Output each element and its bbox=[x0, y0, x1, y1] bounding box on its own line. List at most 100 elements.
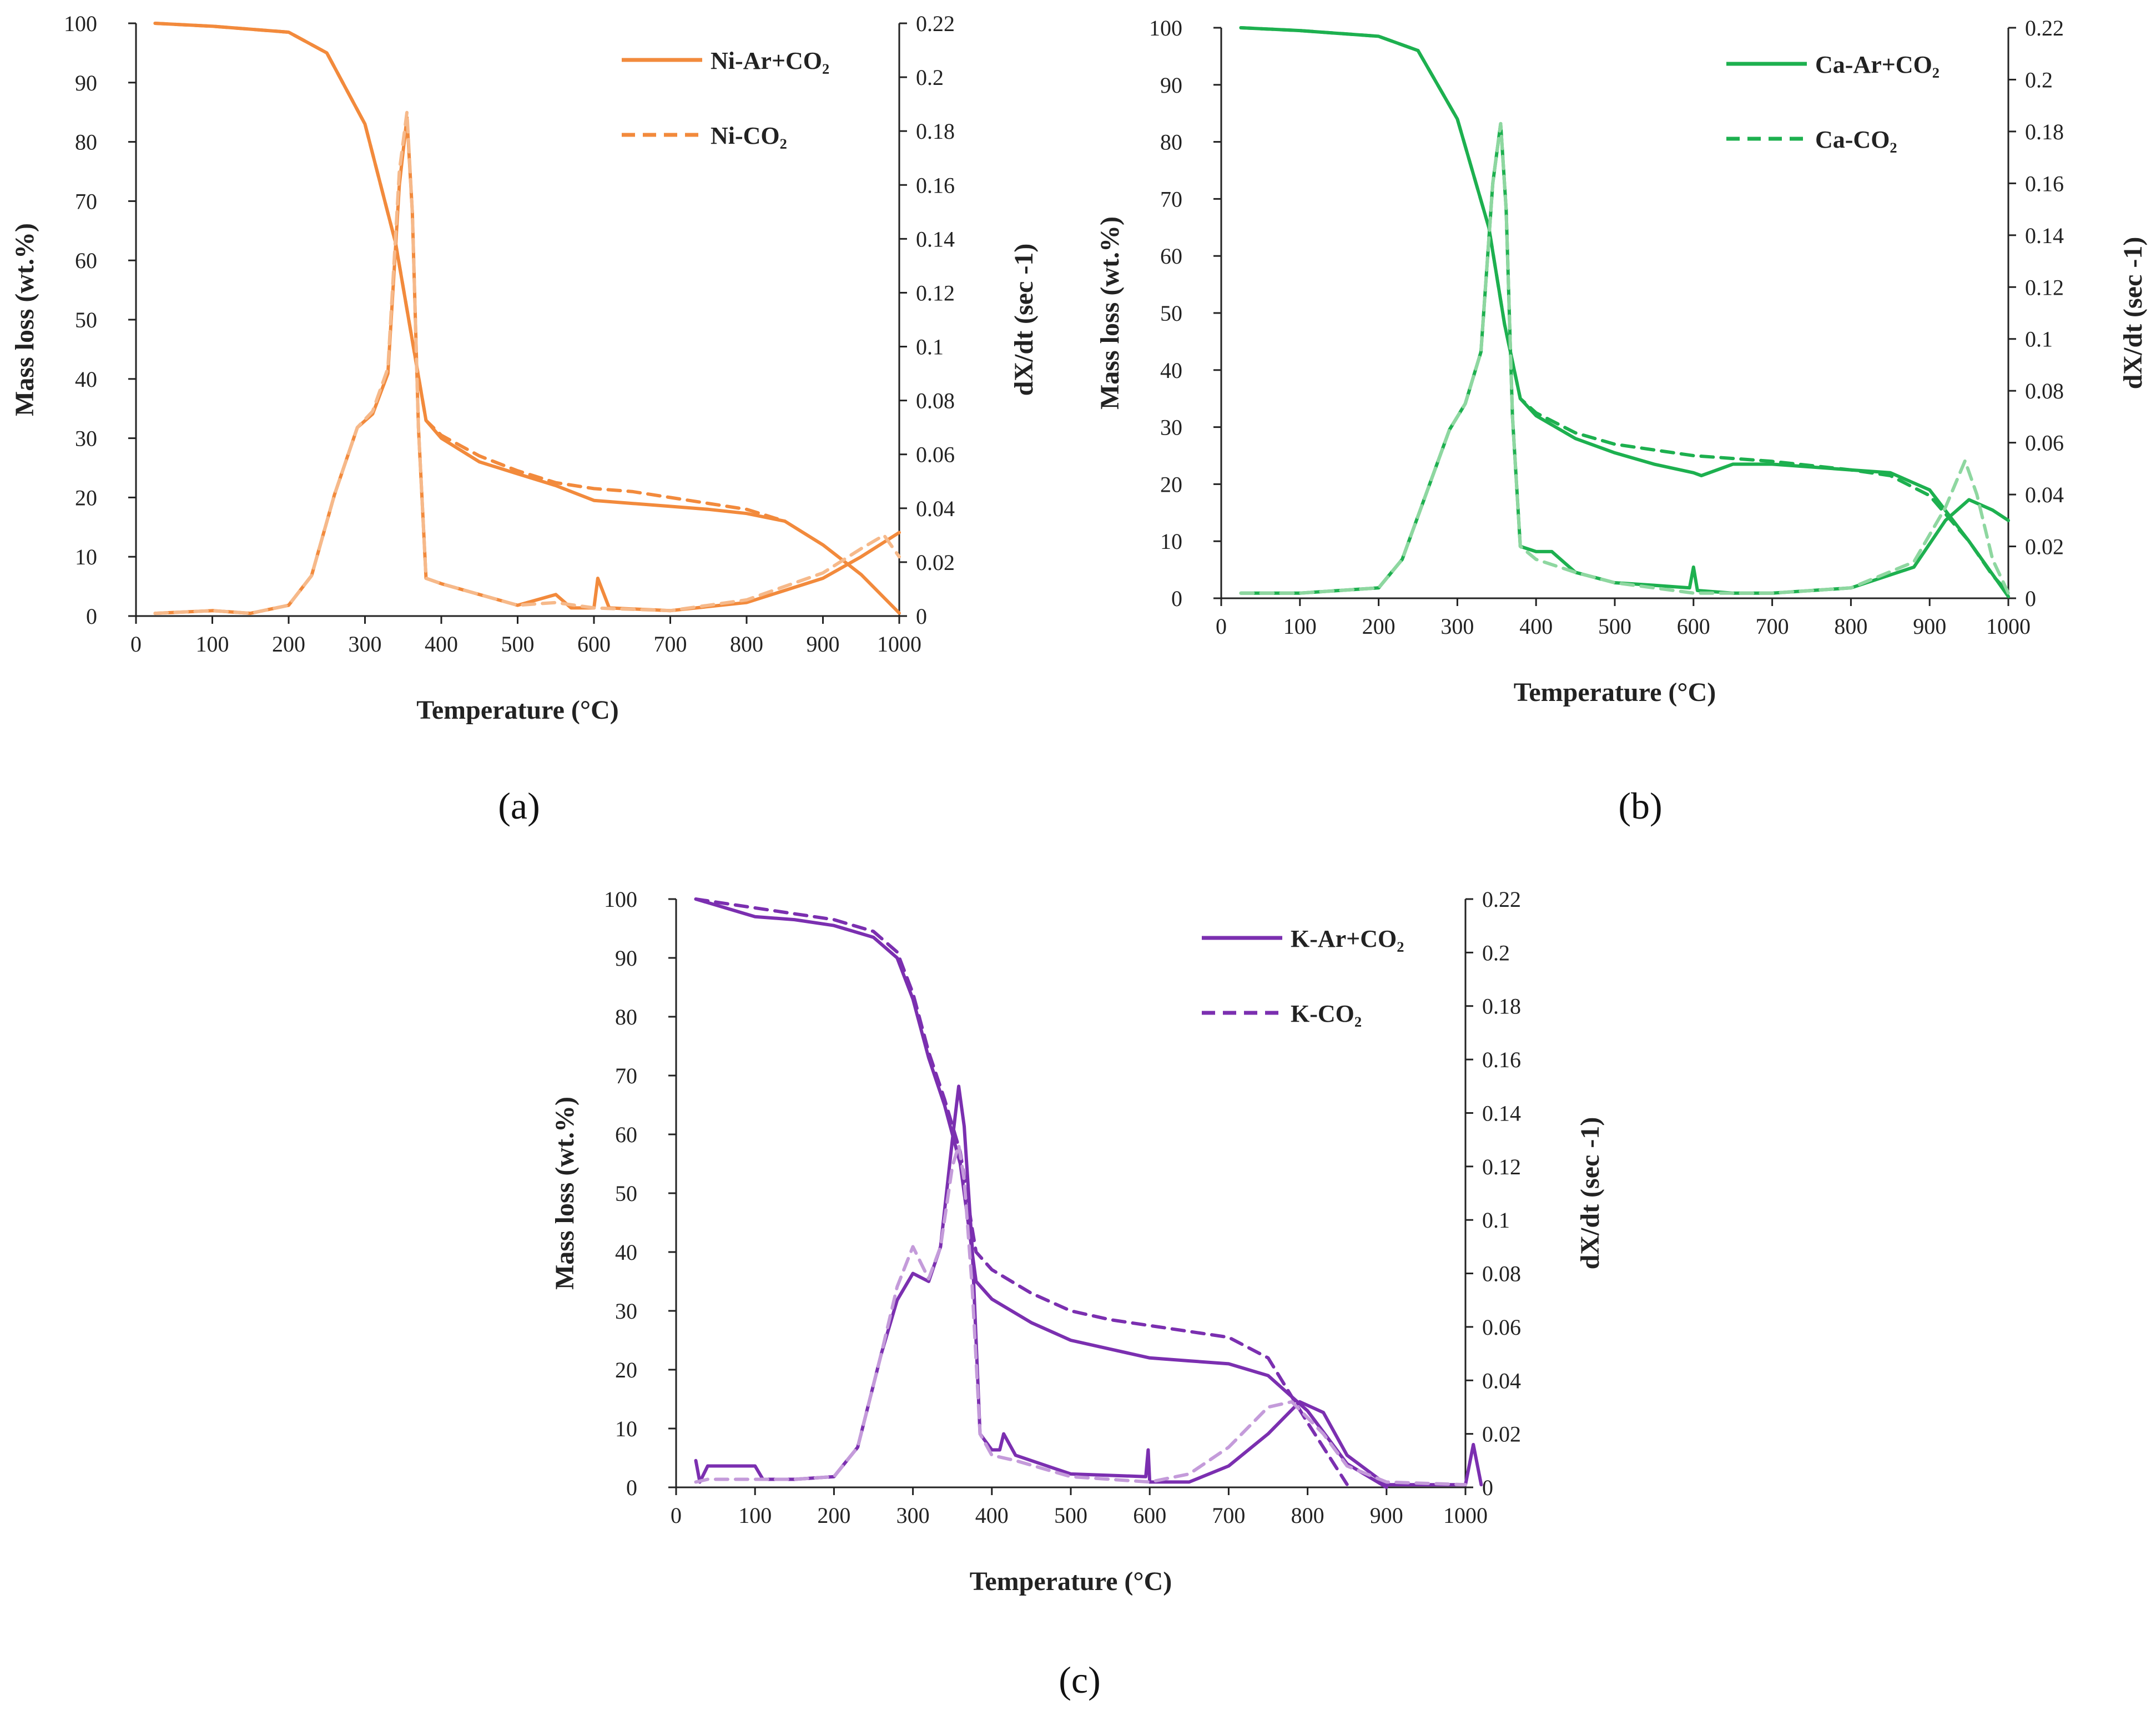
y2-tick-label: 0.08 bbox=[1482, 1261, 1521, 1286]
series-line-b-3 bbox=[1239, 122, 2010, 595]
x-tick-label: 0 bbox=[671, 1503, 682, 1528]
y2-tick-label: 0.08 bbox=[2025, 378, 2064, 403]
y2-tick-label: 0.12 bbox=[2025, 275, 2064, 300]
y2-tick-label: 0.22 bbox=[1482, 887, 1521, 912]
series-line-c-0 bbox=[694, 897, 1388, 1489]
y-tick-label: 60 bbox=[1160, 244, 1182, 269]
y-tick-label: 10 bbox=[615, 1416, 637, 1441]
y-axis-title: Mass loss (wt.%) bbox=[550, 1097, 580, 1290]
legend-label: Ni-Ar+CO₂ bbox=[711, 47, 829, 74]
y-tick-label: 40 bbox=[615, 1240, 637, 1265]
y2-tick-label: 0 bbox=[916, 604, 927, 629]
y2-tick-label: 0.16 bbox=[916, 173, 955, 198]
y-tick-label: 100 bbox=[64, 11, 97, 36]
x-tick-label: 1000 bbox=[1986, 614, 2031, 639]
y2-tick-label: 0.06 bbox=[2025, 431, 2064, 456]
x-tick-label: 800 bbox=[1834, 614, 1867, 639]
y-tick-label: 100 bbox=[1149, 16, 1182, 41]
y2-tick-label: 0.04 bbox=[1482, 1368, 1521, 1393]
y2-tick-label: 0.2 bbox=[916, 65, 944, 90]
y-tick-label: 50 bbox=[1160, 301, 1182, 326]
x-axis-title: Temperature (°C) bbox=[970, 1567, 1172, 1596]
y-tick-label: 60 bbox=[615, 1122, 637, 1147]
y2-tick-label: 0.18 bbox=[2025, 119, 2064, 144]
y-tick-label: 40 bbox=[75, 367, 97, 392]
y-tick-label: 70 bbox=[1160, 186, 1182, 211]
y-tick-label: 0 bbox=[626, 1475, 637, 1500]
chart-panel-b: 0 100 200 300 400 500 600 700 800 900 100001020304… bbox=[1095, 16, 2148, 827]
x-tick-label: 500 bbox=[1054, 1503, 1087, 1528]
x-tick-label: 600 bbox=[1677, 614, 1710, 639]
panel-label: (a) bbox=[498, 785, 540, 827]
series-line-a-2 bbox=[153, 115, 901, 615]
y-tick-label: 100 bbox=[604, 887, 637, 912]
x-tick-label: 400 bbox=[1519, 614, 1553, 639]
y2-axis-title: dX/dt (sec -1) bbox=[1009, 244, 1039, 396]
y2-tick-label: 0.2 bbox=[1482, 940, 1510, 965]
chart-panel-a: 0 100 200 300 400 500 600 700 800 900 100001020304… bbox=[10, 11, 1039, 827]
y2-tick-label: 0.12 bbox=[916, 280, 955, 305]
x-tick-label: 300 bbox=[349, 632, 382, 657]
y-tick-label: 50 bbox=[615, 1181, 637, 1206]
x-tick-label: 300 bbox=[896, 1503, 930, 1528]
y-tick-label: 90 bbox=[75, 70, 97, 95]
series-line-a-3 bbox=[153, 110, 901, 615]
y-tick-label: 20 bbox=[75, 485, 97, 510]
x-tick-label: 400 bbox=[975, 1503, 1009, 1528]
y-tick-label: 30 bbox=[615, 1299, 637, 1324]
x-tick-label: 1000 bbox=[877, 632, 921, 657]
x-tick-label: 100 bbox=[1283, 614, 1317, 639]
x-tick-label: 500 bbox=[1598, 614, 1631, 639]
y-tick-label: 30 bbox=[75, 426, 97, 451]
y-tick-label: 70 bbox=[75, 189, 97, 214]
y2-tick-label: 0.16 bbox=[2025, 171, 2064, 196]
y-tick-label: 10 bbox=[75, 544, 97, 569]
y-tick-label: 40 bbox=[1160, 358, 1182, 383]
legend-label: Ni-CO₂ bbox=[711, 122, 787, 149]
y2-tick-label: 0.06 bbox=[916, 442, 955, 467]
x-tick-label: 100 bbox=[738, 1503, 772, 1528]
y-tick-label: 70 bbox=[615, 1063, 637, 1088]
x-tick-label: 700 bbox=[1212, 1503, 1245, 1528]
y2-tick-label: 0.22 bbox=[916, 11, 955, 36]
y-tick-label: 0 bbox=[86, 604, 97, 629]
y2-tick-label: 0.08 bbox=[916, 388, 955, 413]
y2-axis-title: dX/dt (sec -1) bbox=[1575, 1117, 1605, 1270]
x-tick-label: 900 bbox=[1370, 1503, 1403, 1528]
y2-tick-label: 0.1 bbox=[1482, 1208, 1510, 1233]
y2-tick-label: 0.18 bbox=[916, 119, 955, 144]
legend-label: Ca-CO₂ bbox=[1815, 126, 1897, 153]
y-tick-label: 20 bbox=[1160, 472, 1182, 497]
series-line-b-2 bbox=[1239, 122, 2010, 595]
y-tick-label: 90 bbox=[1160, 73, 1182, 98]
y2-tick-label: 0.18 bbox=[1482, 994, 1521, 1019]
y2-tick-label: 0.06 bbox=[1482, 1315, 1521, 1340]
y-tick-label: 30 bbox=[1160, 415, 1182, 440]
chart-panel-c: 0 100 200 300 400 500 600 700 800 900 100001020304… bbox=[550, 887, 1605, 1701]
x-tick-label: 400 bbox=[425, 632, 458, 657]
y2-axis-title: dX/dt (sec -1) bbox=[2118, 237, 2148, 390]
legend-label: Ca-Ar+CO₂ bbox=[1815, 51, 1940, 78]
y-tick-label: 90 bbox=[615, 946, 637, 971]
y-tick-label: 60 bbox=[75, 248, 97, 273]
y-tick-label: 80 bbox=[615, 1005, 637, 1029]
y-tick-label: 20 bbox=[615, 1357, 637, 1382]
y2-tick-label: 0.04 bbox=[916, 496, 955, 521]
x-tick-label: 600 bbox=[577, 632, 611, 657]
panel-label: (c) bbox=[1059, 1659, 1100, 1701]
y2-tick-label: 0.02 bbox=[1482, 1422, 1521, 1447]
y2-tick-label: 0 bbox=[1482, 1475, 1493, 1500]
x-tick-label: 900 bbox=[1913, 614, 1946, 639]
y2-tick-label: 0.2 bbox=[2025, 67, 2053, 92]
x-tick-label: 300 bbox=[1440, 614, 1474, 639]
y-axis-title: Mass loss (wt.%) bbox=[10, 223, 39, 416]
x-tick-label: 200 bbox=[817, 1503, 850, 1528]
y2-tick-label: 0.14 bbox=[916, 226, 955, 251]
x-tick-label: 900 bbox=[807, 632, 840, 657]
x-tick-label: 0 bbox=[130, 632, 142, 657]
y-axis-title: Mass loss (wt.%) bbox=[1095, 216, 1125, 410]
x-tick-label: 800 bbox=[730, 632, 763, 657]
legend-label: K-CO₂ bbox=[1291, 1000, 1362, 1027]
x-tick-label: 200 bbox=[272, 632, 305, 657]
